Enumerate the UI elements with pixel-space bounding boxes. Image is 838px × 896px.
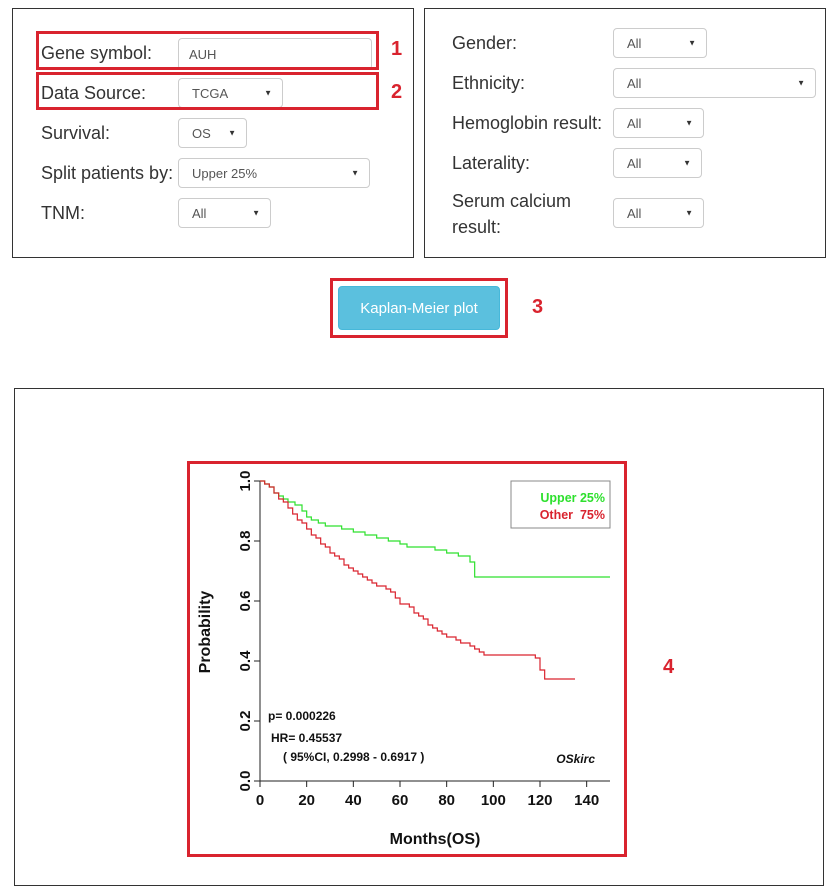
dataset-tag-label: OSkirc bbox=[556, 752, 595, 766]
hemoglobin-label: Hemoglobin result: bbox=[452, 113, 603, 133]
chevron-down-icon: ▼ bbox=[688, 38, 696, 48]
survival-label: Survival: bbox=[41, 123, 111, 143]
ethnicity-value: All bbox=[627, 75, 642, 91]
chevron-down-icon: ▼ bbox=[683, 158, 691, 168]
button-highlight bbox=[330, 278, 508, 338]
chevron-down-icon: ▼ bbox=[228, 128, 236, 138]
plot-highlight bbox=[187, 461, 627, 857]
data-source-highlight bbox=[36, 72, 379, 110]
marker-2: 2 bbox=[391, 81, 403, 103]
hemoglobin-select[interactable]: All ▼ bbox=[613, 108, 704, 138]
x-tick-label: 80 bbox=[438, 792, 455, 809]
y-tick-label: 0.8 bbox=[237, 531, 254, 552]
gene-symbol-label: Gene symbol: bbox=[41, 43, 153, 63]
marker-1: 1 bbox=[391, 38, 403, 60]
tnm-value: All bbox=[192, 205, 207, 221]
laterality-label: Laterality: bbox=[452, 153, 531, 173]
kaplan-meier-plot-button[interactable]: Kaplan-Meier plot bbox=[338, 286, 500, 330]
y-axis-label: Probability bbox=[197, 591, 214, 674]
serum-calcium-label-line2: result: bbox=[452, 217, 502, 237]
y-tick-label: 1.0 bbox=[237, 471, 254, 492]
ethnicity-select[interactable]: All ▼ bbox=[613, 68, 816, 98]
legend-upper-label: Upper 25% bbox=[540, 491, 605, 505]
serum-calcium-value: All bbox=[627, 205, 642, 221]
kaplan-meier-chart: 0 20 40 60 80 100 120 140 0.0 0.2 0.4 0.6 0.8 1.0 Pro… bbox=[197, 471, 611, 848]
split-patients-value: Upper 25% bbox=[192, 165, 258, 181]
gene-symbol-value: AUH bbox=[189, 46, 217, 62]
legend-other-label: Other 75% bbox=[540, 508, 605, 522]
marker-3: 3 bbox=[532, 296, 544, 318]
survival-value: OS bbox=[192, 125, 211, 141]
chevron-down-icon: ▼ bbox=[351, 168, 359, 178]
x-tick-label: 120 bbox=[527, 792, 552, 809]
chevron-down-icon: ▼ bbox=[797, 78, 805, 88]
y-tick-label: 0.4 bbox=[237, 650, 254, 672]
marker-4: 4 bbox=[663, 656, 675, 678]
plot-panel bbox=[14, 388, 824, 886]
y-tick-label: 0.6 bbox=[237, 591, 254, 612]
chevron-down-icon: ▼ bbox=[252, 208, 260, 218]
gender-value: All bbox=[627, 35, 642, 51]
x-tick-label: 60 bbox=[392, 792, 409, 809]
serum-calcium-select[interactable]: All ▼ bbox=[613, 198, 704, 228]
gene-symbol-highlight bbox=[36, 31, 379, 70]
gender-select[interactable]: All ▼ bbox=[613, 28, 707, 58]
x-tick-label: 0 bbox=[256, 792, 264, 809]
plot-area: 0 20 40 60 80 100 120 140 0.0 0.2 0.4 0.6 0.8 1.0 bbox=[237, 471, 610, 809]
x-tick-label: 100 bbox=[481, 792, 506, 809]
x-tick-label: 40 bbox=[345, 792, 362, 809]
split-patients-select[interactable]: Upper 25% ▼ bbox=[178, 158, 370, 188]
ethnicity-label: Ethnicity: bbox=[452, 73, 526, 93]
data-source-label: Data Source: bbox=[41, 83, 147, 103]
survival-select[interactable]: OS ▼ bbox=[178, 118, 247, 148]
split-patients-label: Split patients by: bbox=[41, 163, 174, 183]
laterality-value: All bbox=[627, 155, 642, 171]
hazard-ratio-label: HR= 0.45537 bbox=[271, 731, 342, 745]
left-filter-panel: Gene symbol: AUH Data Source: TCGA ▼ Sur… bbox=[12, 8, 414, 258]
legend-box bbox=[510, 480, 611, 529]
laterality-select[interactable]: All ▼ bbox=[613, 148, 702, 178]
chevron-down-icon: ▼ bbox=[264, 88, 272, 98]
y-tick-label: 0.0 bbox=[237, 771, 254, 792]
other-75-survival-curve bbox=[260, 480, 575, 680]
y-tick-label: 0.2 bbox=[237, 711, 254, 732]
serum-calcium-label-line1: Serum calcium bbox=[452, 191, 572, 211]
data-source-value: TCGA bbox=[192, 85, 229, 101]
tnm-label: TNM: bbox=[41, 203, 85, 223]
x-tick-label: 20 bbox=[298, 792, 315, 809]
gender-label: Gender: bbox=[452, 33, 518, 53]
x-axis-label: Months(OS) bbox=[390, 831, 481, 848]
tnm-select[interactable]: All ▼ bbox=[178, 198, 271, 228]
confidence-interval-label: ( 95%CI, 0.2998 - 0.6917 ) bbox=[283, 750, 424, 764]
right-filter-panel: Gender: All ▼ Ethnicity: All ▼ Hemoglobi… bbox=[424, 8, 826, 258]
hemoglobin-value: All bbox=[627, 115, 642, 131]
p-value-label: p= 0.000226 bbox=[268, 709, 336, 723]
chevron-down-icon: ▼ bbox=[685, 208, 693, 218]
x-tick-label: 140 bbox=[574, 792, 599, 809]
chevron-down-icon: ▼ bbox=[685, 118, 693, 128]
